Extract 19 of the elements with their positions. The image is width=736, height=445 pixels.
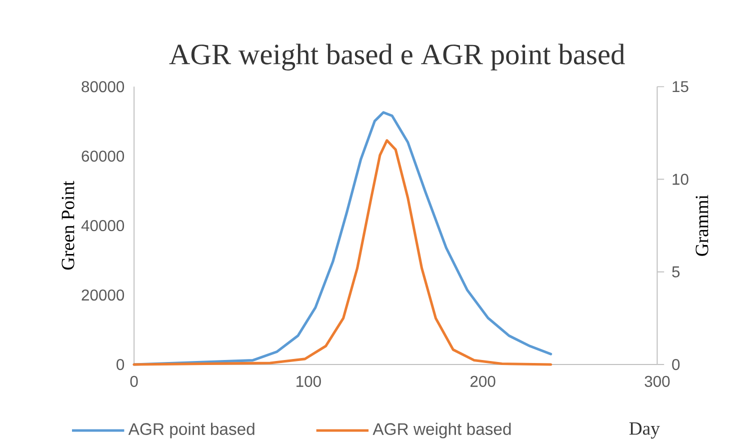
- legend-label: AGR point based: [128, 422, 254, 438]
- y2-tick-label: 5: [672, 266, 680, 278]
- y-tick-label: 20000: [82, 289, 124, 300]
- y2-axis-title: Grammi: [696, 194, 708, 256]
- y-tick-label: 80000: [82, 80, 124, 92]
- y2-tick-label: 0: [672, 358, 680, 370]
- x-tick-label: 0: [130, 376, 138, 387]
- y-tick-label: 40000: [81, 220, 124, 232]
- x-tick-label: 100: [296, 376, 321, 387]
- y-axis-title: Green Point: [62, 180, 74, 270]
- x-axis-title: Day: [629, 422, 660, 438]
- chart-title: AGR weight based e AGR point based: [169, 44, 625, 70]
- x-tick-label: 200: [470, 376, 496, 387]
- y-tick-label: 0: [116, 358, 124, 370]
- x-tick-label: 300: [644, 376, 670, 387]
- y-tick-label: 60000: [82, 150, 124, 162]
- legend-label: AGR weight based: [372, 422, 511, 438]
- y2-tick-label: 15: [672, 81, 688, 92]
- y2-tick-label: 10: [672, 174, 688, 185]
